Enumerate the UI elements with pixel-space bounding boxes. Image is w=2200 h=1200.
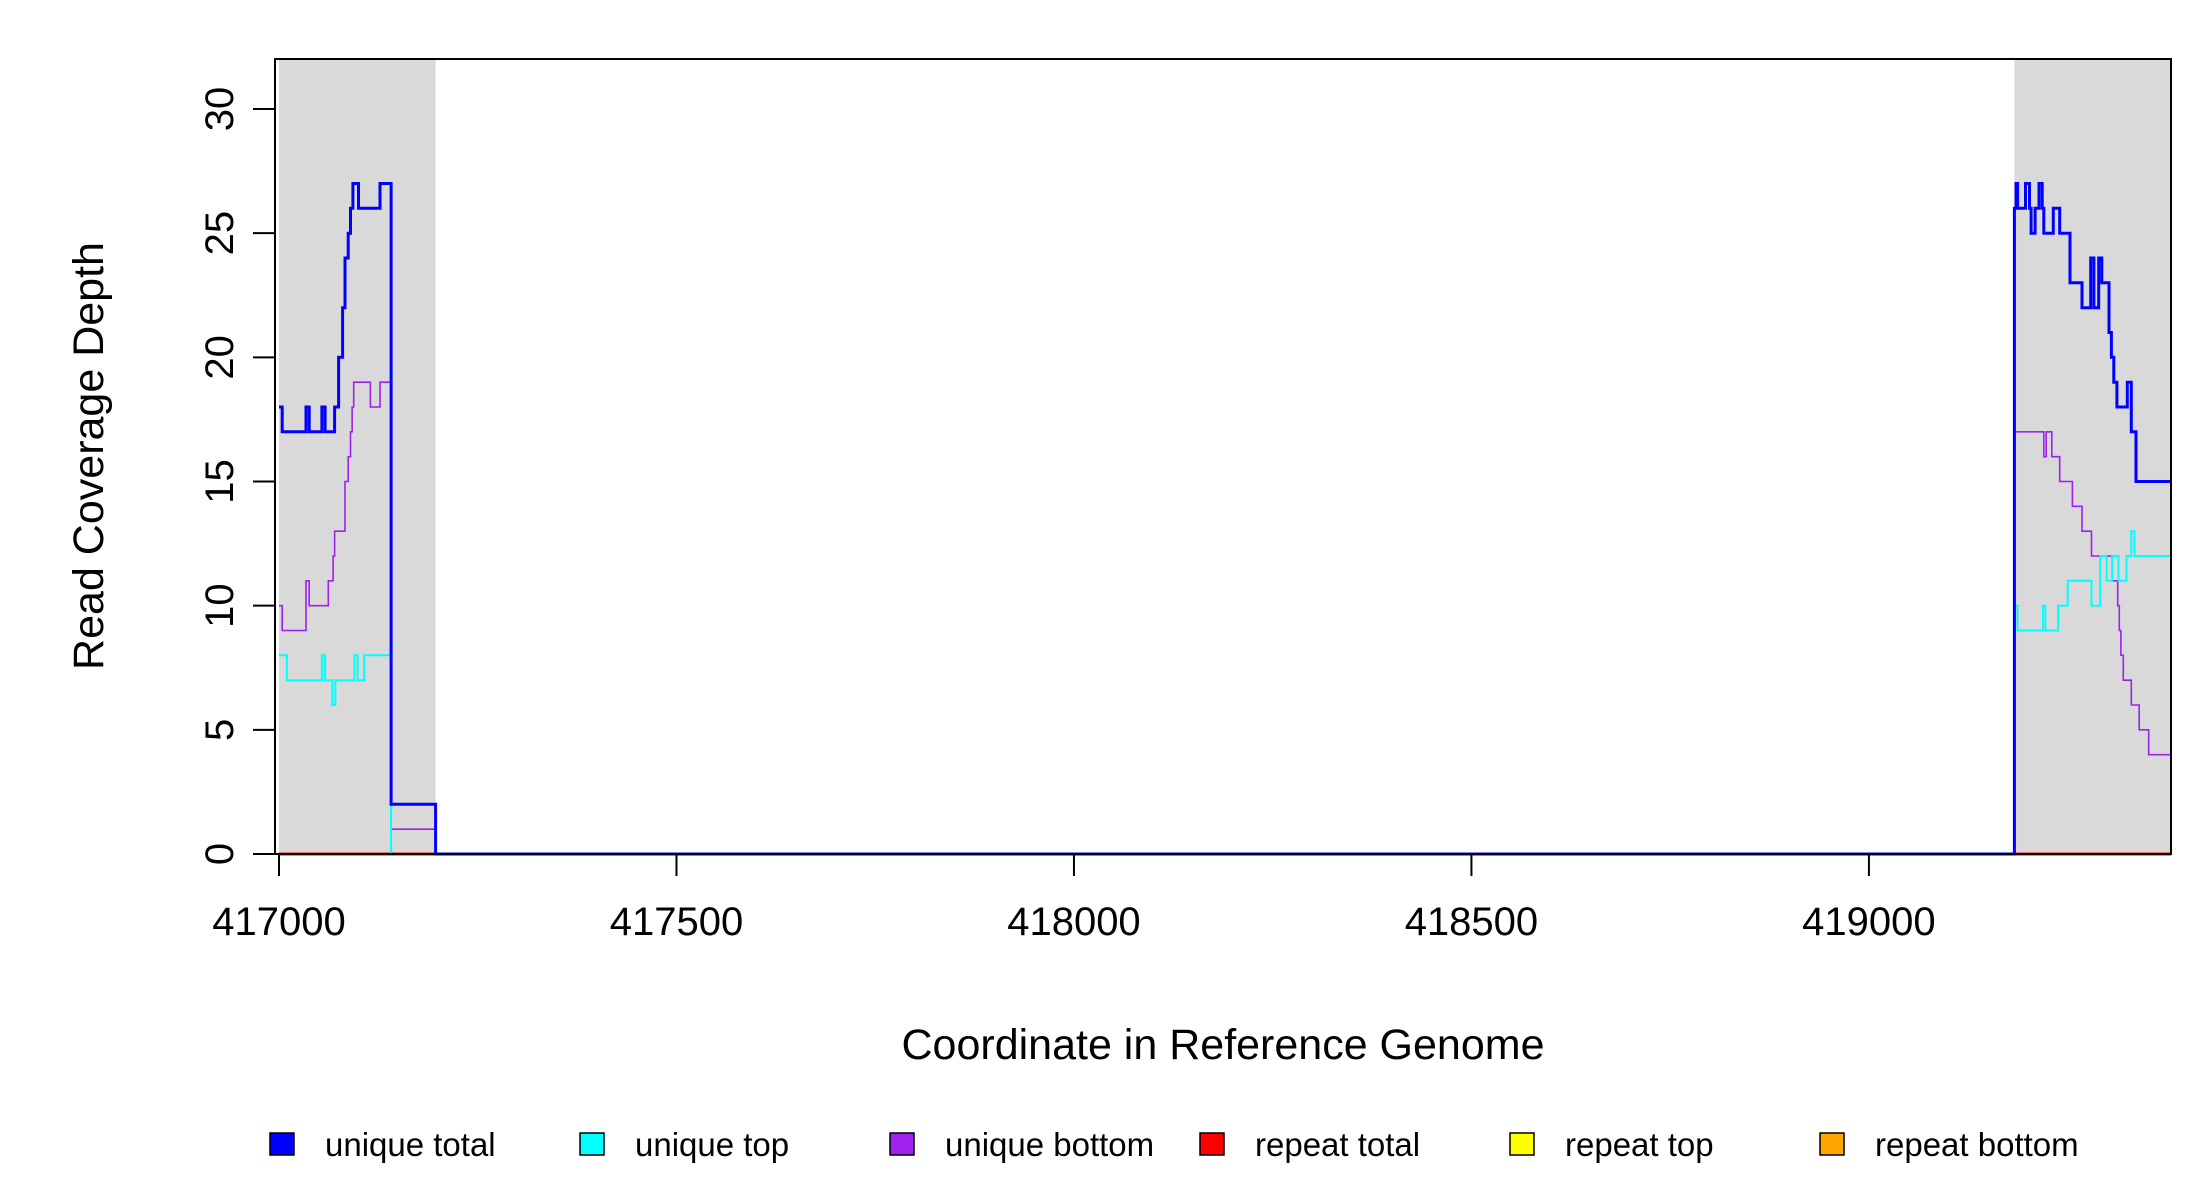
plot-frame <box>274 58 2172 855</box>
legend-label: unique top <box>635 1126 789 1163</box>
x-axis-title: Coordinate in Reference Genome <box>902 1021 1545 1069</box>
legend-label: repeat top <box>1565 1126 1714 1163</box>
y-tick-label: 5 <box>198 719 242 741</box>
y-tick-label: 30 <box>198 87 242 132</box>
x-axis: 417000 417500 418000 418500 419000 <box>212 853 1936 944</box>
legend-item-repeat-top: repeat top <box>1509 1126 1714 1163</box>
x-tick-label: 417000 <box>212 900 345 944</box>
x-tick-label: 419000 <box>1802 900 1935 944</box>
y-tick-label: 0 <box>198 843 242 865</box>
y-axis-title: Read Coverage Depth <box>65 242 113 670</box>
legend-item-repeat-bottom: repeat bottom <box>1819 1126 2079 1163</box>
series-line-unique-total <box>279 182 2171 856</box>
series-line-unique-bottom <box>279 381 2171 855</box>
y-tick-label: 15 <box>198 459 242 504</box>
x-tick-label: 417500 <box>610 900 743 944</box>
legend-swatch <box>579 1132 605 1156</box>
shaded-region-0 <box>279 59 436 854</box>
legend-item-repeat-total: repeat total <box>1199 1126 1420 1163</box>
legend-swatch <box>1819 1132 1845 1156</box>
legend-item-unique-bottom: unique bottom <box>889 1126 1154 1163</box>
legend-item-unique-total: unique total <box>269 1126 496 1163</box>
legend: unique total unique top unique bottom repea… <box>269 1126 2079 1163</box>
y-tick-label: 20 <box>198 335 242 380</box>
legend-swatch <box>889 1132 915 1156</box>
shaded-region-1 <box>2014 59 2171 854</box>
legend-label: repeat total <box>1255 1126 1420 1163</box>
y-tick-label: 25 <box>198 211 242 256</box>
y-axis: 0 5 10 15 20 25 30 <box>198 87 276 865</box>
legend-item-unique-top: unique top <box>579 1126 789 1163</box>
legend-swatch <box>269 1132 295 1156</box>
x-tick-label: 418000 <box>1007 900 1140 944</box>
legend-label: repeat bottom <box>1875 1126 2079 1163</box>
y-tick-label: 10 <box>198 583 242 628</box>
legend-swatch <box>1509 1132 1535 1156</box>
series-line-unique-top <box>279 530 2172 855</box>
series-lines <box>279 182 2172 856</box>
x-tick-label: 418500 <box>1405 900 1538 944</box>
legend-label: unique bottom <box>945 1126 1154 1163</box>
shaded-regions <box>279 59 2171 854</box>
legend-swatch <box>1199 1132 1225 1156</box>
legend-label: unique total <box>325 1126 496 1163</box>
